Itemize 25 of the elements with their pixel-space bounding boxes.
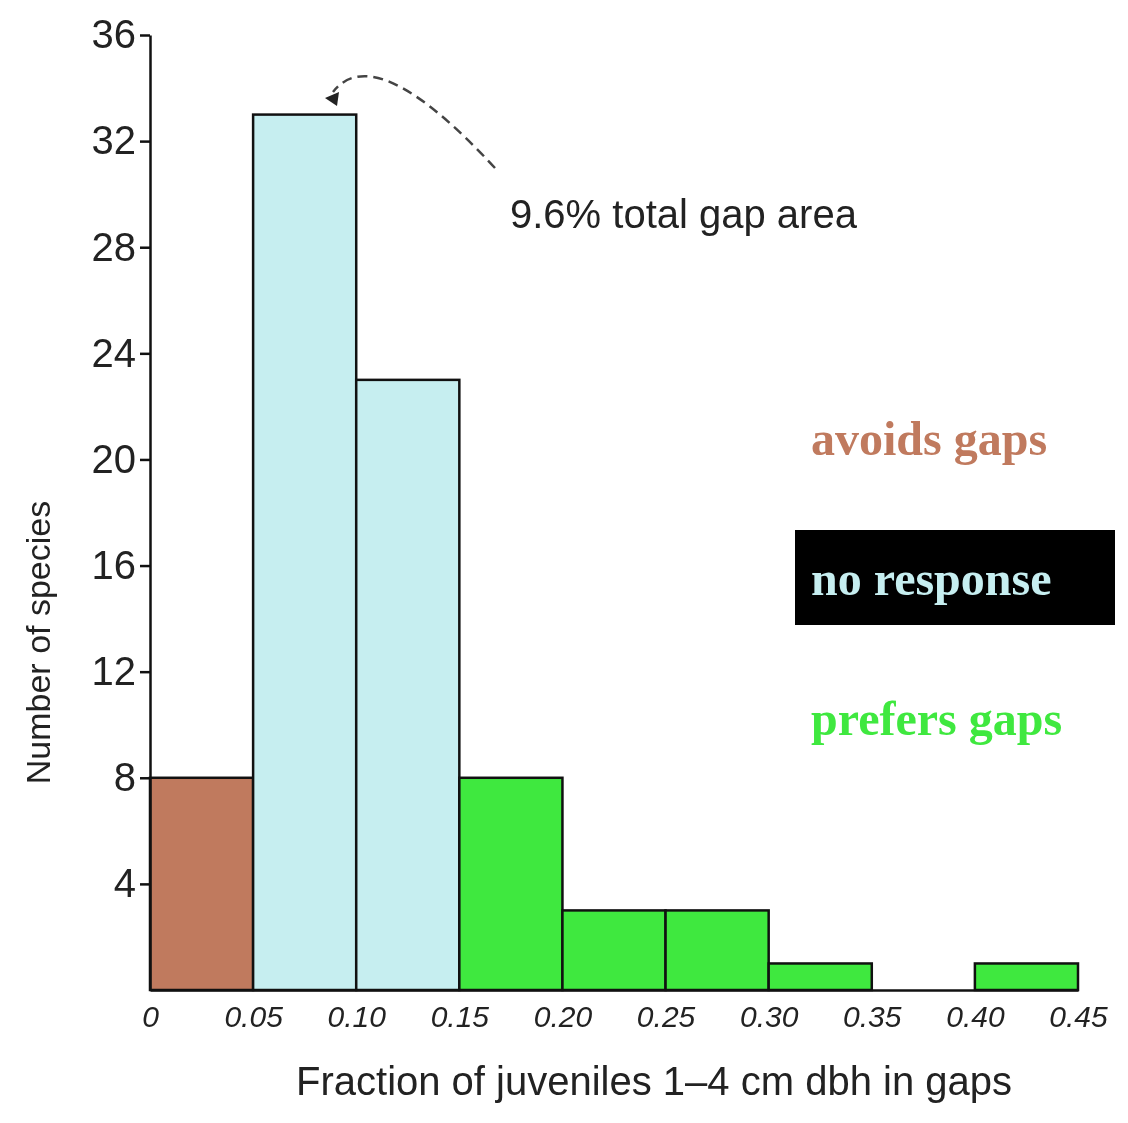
annotation: 9.6% total gap area xyxy=(510,192,858,236)
y-tick-label: 16 xyxy=(91,542,136,587)
x-tick-label: 0.15 xyxy=(430,1000,490,1034)
x-tick-label: 0.10 xyxy=(327,1000,387,1034)
y-axis-title: Number of species xyxy=(19,500,57,785)
y-tick-label: 8 xyxy=(113,755,136,800)
x-tick-label: 0.45 xyxy=(1049,1000,1109,1034)
x-tick-label: 0 xyxy=(142,1000,160,1034)
y-tick-label: 36 xyxy=(91,12,136,57)
y-tick-label: 20 xyxy=(91,436,136,481)
x-tick-label: 0.40 xyxy=(946,1000,1005,1034)
x-tick-label: 0.25 xyxy=(636,1000,696,1034)
x-axis-title: Fraction of juveniles 1–4 cm dbh in gaps xyxy=(296,1059,1012,1103)
y-tick-label: 4 xyxy=(113,861,136,906)
x-tick-label: 0.20 xyxy=(533,1000,593,1034)
text: prefers gaps xyxy=(811,692,1063,745)
x-tick-label: 0.30 xyxy=(739,1000,799,1034)
text: no response xyxy=(811,552,1052,605)
y-tick-label: 24 xyxy=(91,330,136,375)
y-tick-label: 28 xyxy=(91,224,136,269)
text: avoids gaps xyxy=(811,412,1048,465)
x-tick-label: 0.05 xyxy=(224,1000,284,1034)
x-tick-label: 0.35 xyxy=(843,1000,902,1034)
y-tick-label: 12 xyxy=(91,648,136,693)
y-tick-label: 32 xyxy=(91,118,136,163)
